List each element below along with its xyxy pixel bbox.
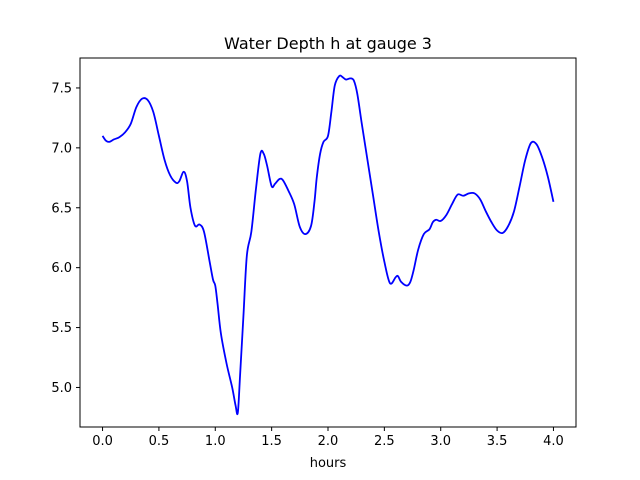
x-tick-label: 4.0 [543,434,564,449]
x-tick-label: 3.5 [487,434,508,449]
x-tick-label: 1.5 [261,434,282,449]
plot-background [80,58,576,427]
plot-area [79,57,577,428]
x-tick-label: 0.5 [149,434,170,449]
x-tick-label: 3.0 [430,434,451,449]
series-layer [101,74,555,416]
x-tick-label: 2.5 [374,434,395,449]
x-tick-label: 0.0 [92,434,113,449]
y-tick-label: 7.0 [51,141,72,156]
chart-title: Water Depth h at gauge 3 [224,34,432,53]
y-tick-label: 5.0 [51,381,72,396]
series-line [101,74,555,416]
x-axis-label: hours [310,456,347,471]
y-tick-label: 6.0 [51,261,72,276]
y-tick-label: 6.5 [51,201,72,216]
y-tick-label: 7.5 [51,81,72,96]
x-tick-label: 1.0 [205,434,226,449]
x-axis-ticks: 0.0 0.5 1.0 1.5 2.0 2.5 3.0 3.5 4.0 [92,427,564,449]
x-tick-label: 2.0 [318,434,339,449]
y-tick-label: 5.5 [51,321,72,336]
y-axis-ticks: 5.0 5.5 6.0 6.5 7.0 7.5 [51,81,80,396]
